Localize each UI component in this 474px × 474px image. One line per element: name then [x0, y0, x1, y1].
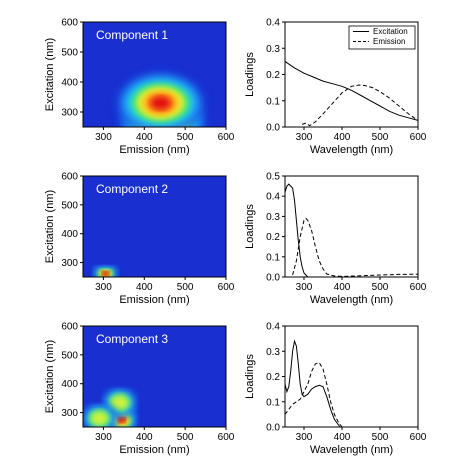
heatmap-peak-ring	[118, 417, 125, 422]
x-tick-label: 500	[177, 432, 194, 443]
y-tick-label: 0.2	[266, 232, 280, 243]
heatmap-background	[83, 176, 226, 277]
y-tick-label: 300	[61, 108, 78, 119]
y-axis-label: Loadings	[244, 52, 256, 97]
heatmap-surface	[83, 389, 137, 427]
y-axis-label: Excitation (nm)	[44, 340, 56, 413]
x-tick-label: 500	[372, 432, 389, 443]
series-line-emission	[292, 217, 419, 277]
x-tick-label: 600	[410, 282, 427, 293]
x-tick-label: 400	[334, 132, 351, 143]
series-line-excitation	[284, 339, 341, 428]
x-tick-label: 600	[218, 432, 235, 443]
x-tick-label: 500	[177, 132, 194, 143]
x-axis-label: Emission (nm)	[119, 444, 189, 456]
component-label: Component 2	[96, 182, 168, 196]
y-tick-label: 600	[61, 18, 78, 29]
y-tick-label: 0.4	[266, 322, 280, 333]
x-tick-label: 400	[136, 132, 153, 143]
series-line-emission	[301, 84, 419, 127]
x-tick-label: 600	[218, 132, 235, 143]
x-tick-label: 300	[296, 132, 313, 143]
x-tick-label: 400	[136, 282, 153, 293]
y-tick-label: 0.3	[266, 212, 280, 223]
x-axis-label: Wavelength (nm)	[310, 144, 393, 156]
x-tick-label: 600	[410, 132, 427, 143]
x-tick-label: 300	[95, 282, 112, 293]
y-axis-label: Excitation (nm)	[44, 38, 56, 111]
y-tick-label: 0.1	[266, 397, 280, 408]
y-tick-label: 400	[61, 379, 78, 390]
x-tick-label: 400	[334, 432, 351, 443]
y-tick-label: 0.4	[266, 18, 280, 29]
plot-frame	[82, 325, 227, 428]
series-line-emission	[284, 361, 343, 428]
series-line-excitation	[284, 60, 419, 121]
y-tick-label: 400	[61, 78, 78, 89]
x-axis-label: Emission (nm)	[119, 144, 189, 156]
heatmap-peak-ring	[90, 411, 109, 426]
x-axis-label: Wavelength (nm)	[310, 444, 393, 456]
x-tick-label: 600	[218, 282, 235, 293]
y-tick-label: 0.0	[266, 423, 280, 434]
x-axis-label: Wavelength (nm)	[310, 294, 393, 306]
x-tick-label: 500	[372, 132, 389, 143]
component-label: Component 3	[96, 332, 168, 346]
y-tick-label: 0.0	[266, 273, 280, 284]
legend-entry: Emission	[373, 37, 405, 46]
y-tick-label: 300	[61, 408, 78, 419]
y-tick-label: 500	[61, 350, 78, 361]
x-tick-label: 600	[410, 432, 427, 443]
y-tick-label: 0.5	[266, 172, 280, 183]
y-tick-label: 0.3	[266, 44, 280, 55]
y-tick-label: 300	[61, 258, 78, 269]
x-tick-label: 300	[296, 432, 313, 443]
heatmap-peak-ring	[110, 395, 129, 410]
heatmap-surface	[93, 266, 118, 277]
plot-frame	[284, 325, 419, 428]
y-tick-label: 0.1	[266, 96, 280, 107]
series-line-excitation	[284, 183, 418, 278]
x-tick-label: 300	[95, 132, 112, 143]
y-axis-label: Loadings	[244, 354, 256, 399]
x-axis-label: Emission (nm)	[119, 294, 189, 306]
component-label: Component 1	[96, 28, 168, 42]
y-tick-label: 0.2	[266, 372, 280, 383]
x-tick-label: 400	[334, 282, 351, 293]
x-tick-label: 300	[95, 432, 112, 443]
y-tick-label: 400	[61, 229, 78, 240]
y-tick-label: 0.4	[266, 192, 280, 203]
y-tick-label: 600	[61, 322, 78, 333]
x-tick-label: 500	[372, 282, 389, 293]
x-tick-label: 400	[136, 432, 153, 443]
x-tick-label: 300	[296, 282, 313, 293]
y-axis-label: Loadings	[244, 204, 256, 249]
y-tick-label: 500	[61, 48, 78, 59]
y-axis-label: Excitation (nm)	[44, 190, 56, 263]
y-tick-label: 0.1	[266, 252, 280, 263]
plot-frame	[82, 175, 227, 278]
y-tick-label: 0.3	[266, 347, 280, 358]
plot-frame	[284, 175, 419, 278]
heatmap-peak-ring	[102, 271, 109, 276]
plot-frame	[82, 21, 227, 128]
y-tick-label: 500	[61, 200, 78, 211]
y-tick-label: 0.2	[266, 70, 280, 81]
y-tick-label: 0.0	[266, 123, 280, 134]
heatmap-surface	[116, 73, 207, 127]
y-tick-label: 600	[61, 172, 78, 183]
heatmap-peak-ring	[150, 96, 171, 110]
legend-entry: Excitation	[373, 27, 408, 36]
x-tick-label: 500	[177, 282, 194, 293]
